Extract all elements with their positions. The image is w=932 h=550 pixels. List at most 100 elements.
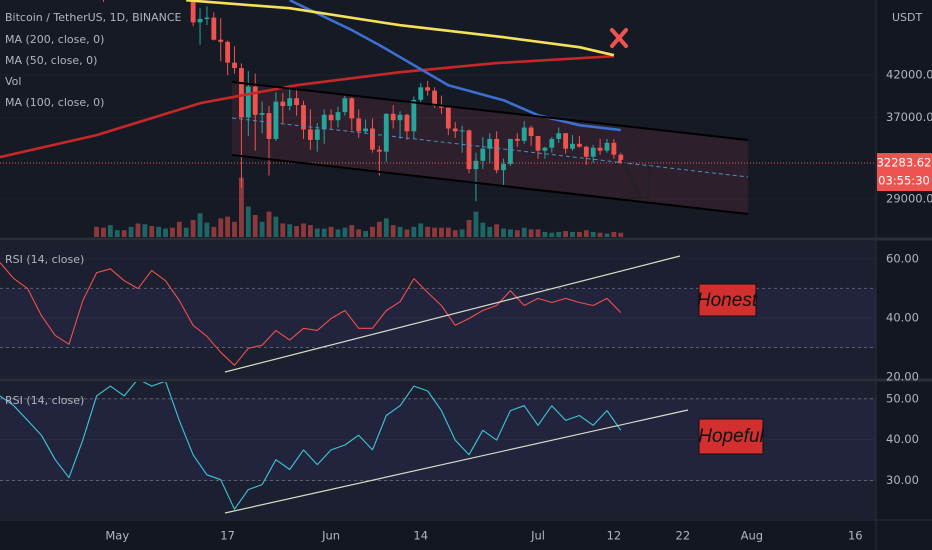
volume-bar xyxy=(411,226,417,237)
candle-body xyxy=(349,98,355,119)
volume-bar xyxy=(356,229,362,237)
candle-body xyxy=(583,146,589,157)
candle-body xyxy=(411,99,417,132)
volume-bar xyxy=(349,225,355,237)
y-tick-label: 30.00 xyxy=(886,473,919,487)
candle-body xyxy=(363,128,368,132)
volume-bar xyxy=(176,221,182,237)
candle-body xyxy=(301,105,306,130)
candle-body xyxy=(618,154,624,163)
candle-body xyxy=(232,62,237,69)
candle-body xyxy=(239,68,244,118)
volume-bar xyxy=(576,231,582,237)
y-tick-label: 50.00 xyxy=(886,391,919,405)
candle-body xyxy=(597,147,603,151)
volume-bar xyxy=(101,227,106,237)
annotation: Hopeful xyxy=(698,426,764,447)
candle-body xyxy=(439,105,444,108)
volume-bar xyxy=(404,229,410,237)
candle-body xyxy=(563,133,569,149)
volume-bar xyxy=(618,232,624,237)
candle-body xyxy=(576,143,582,147)
volume-bar xyxy=(390,225,396,237)
line xyxy=(0,54,614,159)
candle-body xyxy=(307,129,313,140)
volume-bar xyxy=(445,227,451,237)
volume-bar xyxy=(583,230,589,237)
volume-bar xyxy=(494,224,500,237)
volume-bar xyxy=(528,229,534,237)
volume-bar xyxy=(487,226,493,237)
candle-body xyxy=(611,142,617,155)
candle-body xyxy=(204,17,210,19)
volume-bar xyxy=(156,226,162,237)
volume-bar xyxy=(514,230,520,237)
channel-top xyxy=(231,81,749,141)
volume-bar xyxy=(107,225,113,237)
volume-bar xyxy=(604,233,610,237)
volume-bar xyxy=(190,220,196,237)
candle-body xyxy=(190,0,196,23)
volume-bar xyxy=(570,231,575,237)
chart-title: Bitcoin / TetherUS, 1D, BINANCE xyxy=(5,11,182,24)
volume-bar xyxy=(535,229,541,237)
candle-body xyxy=(425,87,431,91)
candle-body xyxy=(356,118,362,132)
volume-bar xyxy=(611,231,617,237)
volume-bar xyxy=(301,223,306,237)
volume-bar xyxy=(287,224,293,237)
volume-bar xyxy=(508,229,513,237)
candle-body xyxy=(473,160,479,170)
legend-entry: MA (50, close, 0) xyxy=(5,54,97,67)
x-tick-label: 12 xyxy=(607,529,622,543)
volume-bar xyxy=(397,226,403,237)
volume-bar xyxy=(452,230,458,237)
last-price-label: 32283.62 xyxy=(877,156,932,170)
candle-body xyxy=(335,112,341,121)
candle-body xyxy=(508,138,513,164)
candle-body xyxy=(259,113,265,115)
candle-body xyxy=(459,130,465,132)
grid xyxy=(0,74,876,200)
candle-body xyxy=(287,98,293,106)
volume-bar xyxy=(590,231,596,237)
volume-bar xyxy=(335,229,341,237)
arrow-head xyxy=(625,165,651,199)
y-tick-label: 40.00 xyxy=(886,432,919,446)
volume-bar xyxy=(432,227,437,237)
last-price-box xyxy=(877,153,932,192)
volume-bar xyxy=(149,225,155,237)
volume-bar xyxy=(363,231,368,237)
volume-bar xyxy=(328,226,334,237)
legend-entry: MA (100, close, 0) xyxy=(5,96,104,109)
line xyxy=(289,0,621,132)
volume-bar xyxy=(370,226,375,237)
candle-body xyxy=(197,18,203,23)
x-tick-label: 16 xyxy=(848,529,863,543)
volume-bar xyxy=(425,226,431,237)
indicator-title: RSI (14, close) xyxy=(5,394,84,407)
drawings xyxy=(224,28,749,514)
candle-body xyxy=(487,138,493,149)
candle-body xyxy=(280,101,286,106)
volume-bar xyxy=(204,222,210,237)
volume-bar xyxy=(121,230,127,237)
legend-entry: MA (200, close, 0) xyxy=(5,33,104,46)
volume-bar xyxy=(314,228,320,237)
volume-bar xyxy=(280,223,286,237)
volume-bar xyxy=(501,228,506,237)
volume-bar xyxy=(273,216,279,237)
candle-body xyxy=(252,86,258,115)
rsi-plot xyxy=(0,258,876,378)
candle-body xyxy=(549,138,555,148)
candle-body xyxy=(273,101,279,139)
candle-body xyxy=(370,128,375,150)
volume-bar xyxy=(225,216,231,237)
candle-body xyxy=(218,39,224,42)
volume-bar xyxy=(473,211,479,237)
volume-bar xyxy=(466,220,472,237)
candle-body xyxy=(466,130,472,170)
volume-bar xyxy=(480,222,486,237)
annotation-box xyxy=(698,283,757,317)
y-tick-label: 60.00 xyxy=(886,251,919,265)
